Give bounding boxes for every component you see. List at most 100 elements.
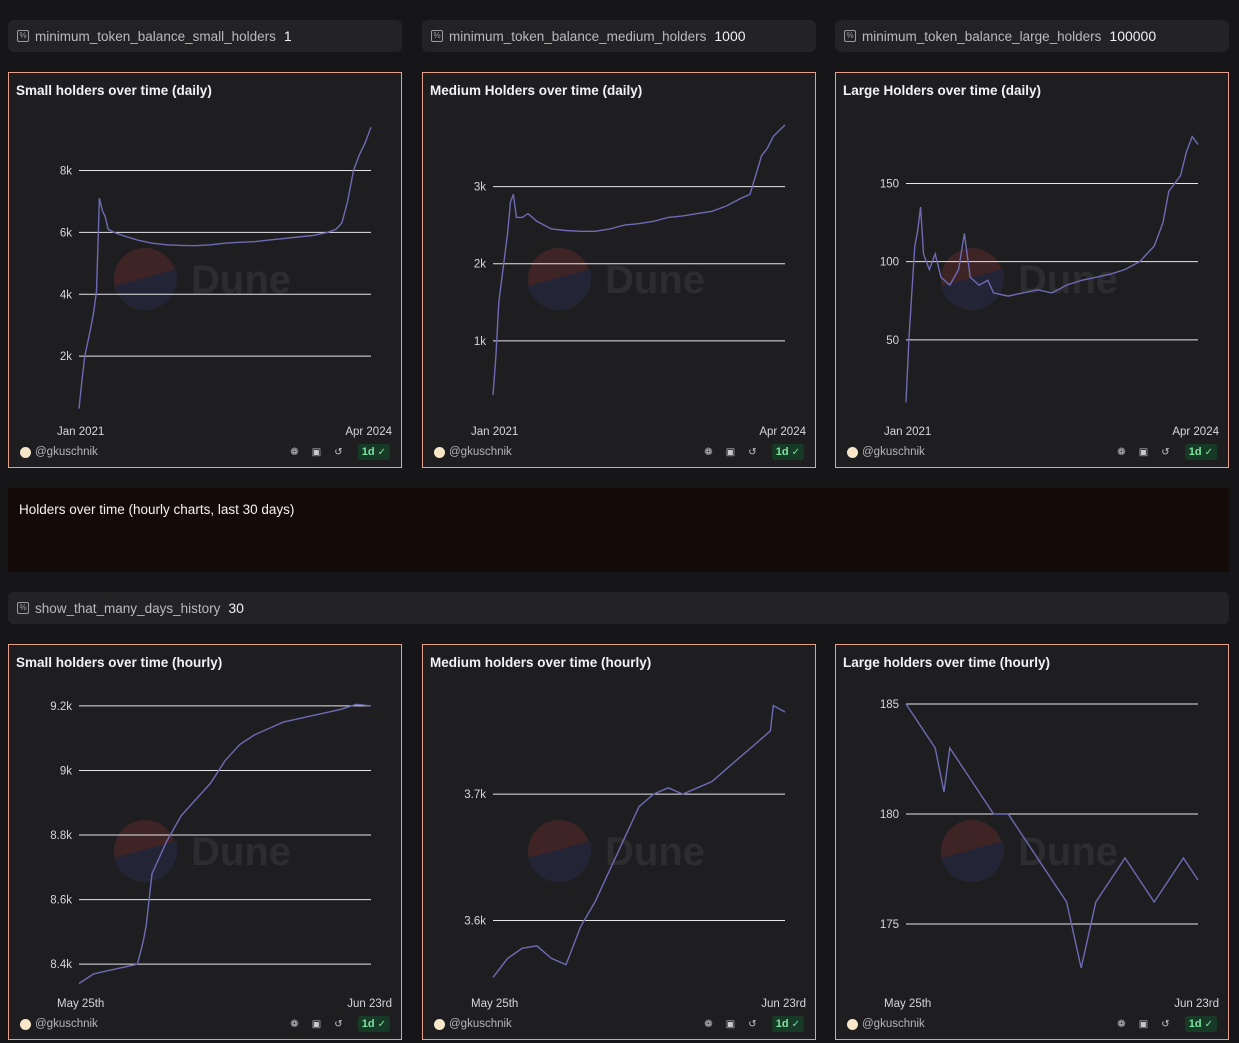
author-name[interactable]: @gkuschnik <box>35 446 98 458</box>
text-block-title: Holders over time (hourly charts, last 3… <box>19 502 295 517</box>
y-tick-label: 50 <box>886 335 899 347</box>
series-line <box>492 124 786 395</box>
author-name[interactable]: @gkuschnik <box>862 446 925 458</box>
author-name[interactable]: @gkuschnik <box>35 1018 98 1030</box>
check-circle-icon: ✓ <box>377 447 386 458</box>
chart-title: Large holders over time (hourly) <box>843 655 1051 670</box>
watermark-logo-lower <box>941 841 1005 882</box>
check-circle-icon: ✓ <box>791 1019 800 1030</box>
param-value[interactable]: 100000 <box>1109 28 1157 44</box>
card-footer: @gkuschnik ❁ ▣ ↺ 1d ✓ <box>423 1013 815 1039</box>
y-tick-label: 4k <box>60 289 72 301</box>
x-tick-label: Jan 2021 <box>471 426 518 438</box>
line-chart: Dune 1k 2k 3k Jan 2021 Apr 2024 <box>471 124 807 438</box>
x-tick-label: Jun 23rd <box>1174 998 1219 1010</box>
author-avatar[interactable] <box>20 1019 31 1030</box>
check-circle-icon: ✓ <box>1204 447 1213 458</box>
camera-icon[interactable]: ▣ <box>311 1019 322 1030</box>
camera-icon[interactable]: ▣ <box>725 447 736 458</box>
param-value[interactable]: 1000 <box>714 28 746 44</box>
refresh-icon[interactable]: ↺ <box>748 1019 757 1030</box>
dune-watermark: Dune <box>528 248 705 310</box>
author-name[interactable]: @gkuschnik <box>449 446 512 458</box>
link-icon[interactable]: ❁ <box>704 447 713 458</box>
refresh-status-badge[interactable]: 1d ✓ <box>771 444 804 460</box>
camera-icon[interactable]: ▣ <box>725 1019 736 1030</box>
param-medium-holders[interactable]: % minimum_token_balance_medium_holders 1… <box>422 20 816 52</box>
link-icon[interactable]: ❁ <box>290 1019 299 1030</box>
author-avatar[interactable] <box>434 447 445 458</box>
param-name: show_that_many_days_history <box>35 600 221 616</box>
series-line <box>492 704 786 978</box>
link-icon[interactable]: ❁ <box>290 447 299 458</box>
x-tick-label: May 25th <box>471 998 518 1010</box>
link-icon[interactable]: ❁ <box>704 1019 713 1030</box>
watermark-text: Dune <box>1018 258 1118 302</box>
y-tick-label: 150 <box>880 179 899 191</box>
watermark-logo-lower <box>114 269 178 310</box>
chart-card-small-hourly: Small holders over time (hourly) Dune 8.4k… <box>8 644 402 1040</box>
author-avatar[interactable] <box>434 1019 445 1030</box>
link-icon[interactable]: ❁ <box>1117 1019 1126 1030</box>
x-tick-label: Apr 2024 <box>345 426 392 438</box>
camera-icon[interactable]: ▣ <box>1138 1019 1149 1030</box>
x-tick-label: Apr 2024 <box>759 426 806 438</box>
param-days-history[interactable]: % show_that_many_days_history 30 <box>8 592 1229 624</box>
author-name[interactable]: @gkuschnik <box>862 1018 925 1030</box>
refresh-status-badge[interactable]: 1d ✓ <box>1184 444 1217 460</box>
author-name[interactable]: @gkuschnik <box>449 1018 512 1030</box>
refresh-icon[interactable]: ↺ <box>1161 447 1170 458</box>
refresh-status-badge[interactable]: 1d ✓ <box>1184 1016 1217 1032</box>
camera-icon[interactable]: ▣ <box>1138 447 1149 458</box>
param-large-holders[interactable]: % minimum_token_balance_large_holders 10… <box>835 20 1229 52</box>
y-tick-label: 8k <box>60 166 72 178</box>
watermark-logo-lower <box>941 269 1005 310</box>
author-avatar[interactable] <box>847 1019 858 1030</box>
percent-icon: % <box>844 30 856 42</box>
author-avatar[interactable] <box>847 447 858 458</box>
dune-watermark: Dune <box>114 820 291 882</box>
badge-label: 1d <box>775 1018 792 1030</box>
y-tick-label: 6k <box>60 227 72 239</box>
card-footer: @gkuschnik ❁ ▣ ↺ 1d ✓ <box>9 441 401 467</box>
check-circle-icon: ✓ <box>791 447 800 458</box>
refresh-status-badge[interactable]: 1d ✓ <box>771 1016 804 1032</box>
refresh-icon[interactable]: ↺ <box>748 447 757 458</box>
param-small-holders[interactable]: % minimum_token_balance_small_holders 1 <box>8 20 402 52</box>
series-line <box>905 703 1199 969</box>
watermark-text: Dune <box>191 258 291 302</box>
line-chart: Dune 50 100 150 Jan 2021 Apr 2024 <box>880 135 1220 438</box>
x-tick-label: May 25th <box>884 998 931 1010</box>
watermark-text: Dune <box>605 258 705 302</box>
param-value[interactable]: 1 <box>283 28 292 44</box>
refresh-icon[interactable]: ↺ <box>1161 1019 1170 1030</box>
x-tick-label: Apr 2024 <box>1172 426 1219 438</box>
percent-icon: % <box>17 602 29 614</box>
y-tick-label: 8.6k <box>50 895 72 907</box>
chart-card-medium-hourly: Medium holders over time (hourly) Dune 3.6… <box>422 644 816 1040</box>
refresh-icon[interactable]: ↺ <box>334 1019 343 1030</box>
line-chart: Dune 2k 4k 6k 8k Jan 2021 Apr 2024 <box>57 126 393 438</box>
x-tick-label: Jan 2021 <box>57 426 104 438</box>
link-icon[interactable]: ❁ <box>1117 447 1126 458</box>
refresh-status-badge[interactable]: 1d ✓ <box>357 1016 390 1032</box>
chart-card-small-daily: Small holders over time (daily) Dune 2k 4k 6… <box>8 72 402 468</box>
refresh-icon[interactable]: ↺ <box>334 447 343 458</box>
chart-title: Small holders over time (hourly) <box>16 655 223 670</box>
y-tick-label: 1k <box>474 336 486 348</box>
badge-label: 1d <box>361 446 378 458</box>
watermark-logo-lower <box>528 841 592 882</box>
chart-card-medium-daily: Medium Holders over time (daily) Dune 1k 2k… <box>422 72 816 468</box>
percent-icon: % <box>431 30 443 42</box>
author-avatar[interactable] <box>20 447 31 458</box>
x-tick-label: Jun 23rd <box>761 998 806 1010</box>
refresh-status-badge[interactable]: 1d ✓ <box>357 444 390 460</box>
watermark-text: Dune <box>1018 830 1118 874</box>
camera-icon[interactable]: ▣ <box>311 447 322 458</box>
param-name: minimum_token_balance_large_holders <box>862 28 1102 44</box>
y-tick-label: 8.8k <box>50 830 72 842</box>
param-value[interactable]: 30 <box>228 600 244 616</box>
watermark-text: Dune <box>191 830 291 874</box>
badge-label: 1d <box>1188 1018 1205 1030</box>
y-tick-label: 100 <box>880 257 899 269</box>
